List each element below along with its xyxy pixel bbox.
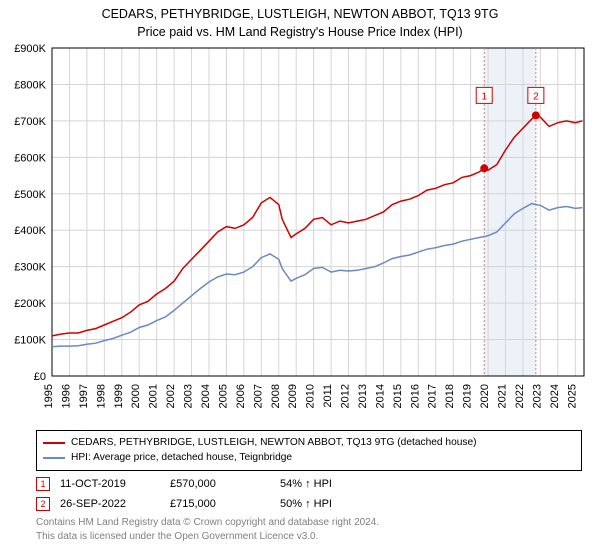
title-line-1: CEDARS, PETHYBRIDGE, LUSTLEIGH, NEWTON A… <box>0 6 600 24</box>
x-tick-label: 2017 <box>427 384 439 408</box>
x-tick-label: 1998 <box>95 384 107 408</box>
x-tick-label: 2002 <box>165 384 177 408</box>
x-tick-label: 2003 <box>183 384 195 408</box>
y-tick-label: £0 <box>34 371 46 383</box>
x-tick-label: 2021 <box>497 384 509 408</box>
x-tick-label: 2019 <box>462 384 474 408</box>
footer-attribution: Contains HM Land Registry data © Crown c… <box>36 516 582 543</box>
x-tick-label: 1995 <box>43 384 55 408</box>
sales-delta: 50% ↑ HPI <box>280 498 460 510</box>
x-tick-label: 2014 <box>374 384 386 408</box>
x-tick-label: 2024 <box>549 384 561 408</box>
title-line-2: Price paid vs. HM Land Registry's House … <box>0 24 600 42</box>
y-tick-label: £500K <box>14 189 46 201</box>
sales-marker-icon: 1 <box>36 477 50 491</box>
chart-marker-label: 2 <box>528 87 544 103</box>
x-tick-label: 1996 <box>60 384 72 408</box>
x-tick-label: 2005 <box>217 384 229 408</box>
sale-marker-dot <box>480 164 488 172</box>
x-tick-label: 2001 <box>148 384 160 408</box>
x-tick-label: 2022 <box>514 384 526 408</box>
y-tick-label: £800K <box>14 79 46 91</box>
sales-price: £715,000 <box>170 498 280 510</box>
sales-date: 26-SEP-2022 <box>60 498 170 510</box>
legend-row: HPI: Average price, detached house, Teig… <box>43 450 575 465</box>
sales-table: 1 11-OCT-2019£570,00054% ↑ HPI 2 26-SEP-202… <box>36 474 582 514</box>
y-tick-label: £700K <box>14 116 46 128</box>
y-tick-label: £300K <box>14 262 46 274</box>
sales-price: £570,000 <box>170 478 280 490</box>
svg-text:1: 1 <box>481 91 487 102</box>
chart-area: £0 £100K £200K £300K £400K £500K £600K £700K £80… <box>0 42 600 424</box>
footer-line-1: Contains HM Land Registry data © Crown c… <box>36 516 582 530</box>
x-tick-label: 2012 <box>340 384 352 408</box>
x-tick-label: 2020 <box>479 384 491 408</box>
x-tick-label: 2016 <box>409 384 421 408</box>
sales-date: 11-OCT-2019 <box>60 478 170 490</box>
x-tick-label: 1997 <box>78 384 90 408</box>
legend-swatch <box>43 442 65 444</box>
sales-marker-icon: 2 <box>36 497 50 511</box>
x-tick-label: 2025 <box>566 384 578 408</box>
x-tick-label: 1999 <box>113 384 125 408</box>
y-tick-label: £100K <box>14 335 46 347</box>
y-tick-label: £600K <box>14 152 46 164</box>
x-tick-label: 2013 <box>357 384 369 408</box>
x-tick-label: 2011 <box>322 384 334 408</box>
legend-row: CEDARS, PETHYBRIDGE, LUSTLEIGH, NEWTON A… <box>43 435 575 450</box>
sales-delta: 54% ↑ HPI <box>280 478 460 490</box>
x-tick-label: 2015 <box>392 384 404 408</box>
y-tick-label: £200K <box>14 298 46 310</box>
x-tick-label: 2008 <box>270 384 282 408</box>
legend: CEDARS, PETHYBRIDGE, LUSTLEIGH, NEWTON A… <box>36 430 582 471</box>
x-tick-label: 2004 <box>200 384 212 408</box>
x-tick-label: 2010 <box>305 384 317 408</box>
footer-line-2: This data is licensed under the Open Gov… <box>36 530 582 544</box>
x-tick-label: 2018 <box>444 384 456 408</box>
sales-row: 1 11-OCT-2019£570,00054% ↑ HPI <box>36 474 582 494</box>
legend-text: CEDARS, PETHYBRIDGE, LUSTLEIGH, NEWTON A… <box>71 435 477 450</box>
x-tick-label: 2009 <box>287 384 299 408</box>
x-tick-label: 2006 <box>235 384 247 408</box>
svg-text:2: 2 <box>533 91 539 102</box>
x-tick-label: 2000 <box>130 384 142 408</box>
legend-swatch <box>43 457 65 459</box>
legend-text: HPI: Average price, detached house, Teig… <box>71 450 292 465</box>
y-tick-label: £900K <box>14 43 46 55</box>
chart-svg: £0 £100K £200K £300K £400K £500K £600K £700K £80… <box>0 42 600 424</box>
sales-row: 2 26-SEP-2022£715,00050% ↑ HPI <box>36 494 582 514</box>
sale-marker-dot <box>532 111 540 119</box>
x-tick-label: 2023 <box>531 384 543 408</box>
chart-marker-label: 1 <box>476 87 492 103</box>
title-block: CEDARS, PETHYBRIDGE, LUSTLEIGH, NEWTON A… <box>0 0 600 41</box>
x-tick-label: 2007 <box>252 384 264 408</box>
y-tick-label: £400K <box>14 225 46 237</box>
